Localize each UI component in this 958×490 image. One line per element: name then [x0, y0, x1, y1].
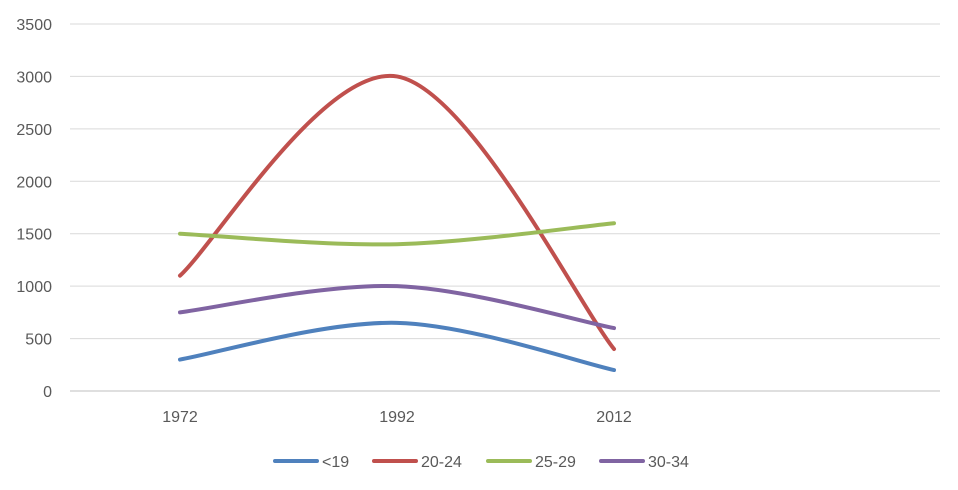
series-line-2 [178, 221, 616, 247]
x-tick-label: 1972 [162, 409, 198, 426]
series-lines [178, 74, 616, 373]
y-tick-label: 1000 [16, 279, 52, 296]
series-line-1 [178, 74, 616, 352]
gridlines [70, 23, 940, 392]
legend-label: 25-29 [535, 454, 576, 471]
legend-label: <19 [322, 454, 349, 471]
x-tick-label: 1992 [379, 409, 415, 426]
y-tick-label: 0 [43, 384, 52, 401]
legend-label: 20-24 [421, 454, 462, 471]
y-tick-label: 500 [25, 332, 52, 349]
y-tick-label: 3000 [16, 69, 52, 86]
series-line-0 [178, 320, 616, 373]
series-line-3 [178, 283, 616, 331]
y-tick-label: 2500 [16, 122, 52, 139]
legend: <19 20-24 25-29 30-34 [273, 454, 689, 471]
y-tick-label: 1500 [16, 227, 52, 244]
axes: 0 500 1000 1500 2000 2500 3000 3500 1972 1992 2012 [16, 17, 631, 426]
x-tick-label: 2012 [596, 409, 632, 426]
y-tick-label: 2000 [16, 174, 52, 191]
y-tick-label: 3500 [16, 17, 52, 34]
legend-label: 30-34 [648, 454, 689, 471]
